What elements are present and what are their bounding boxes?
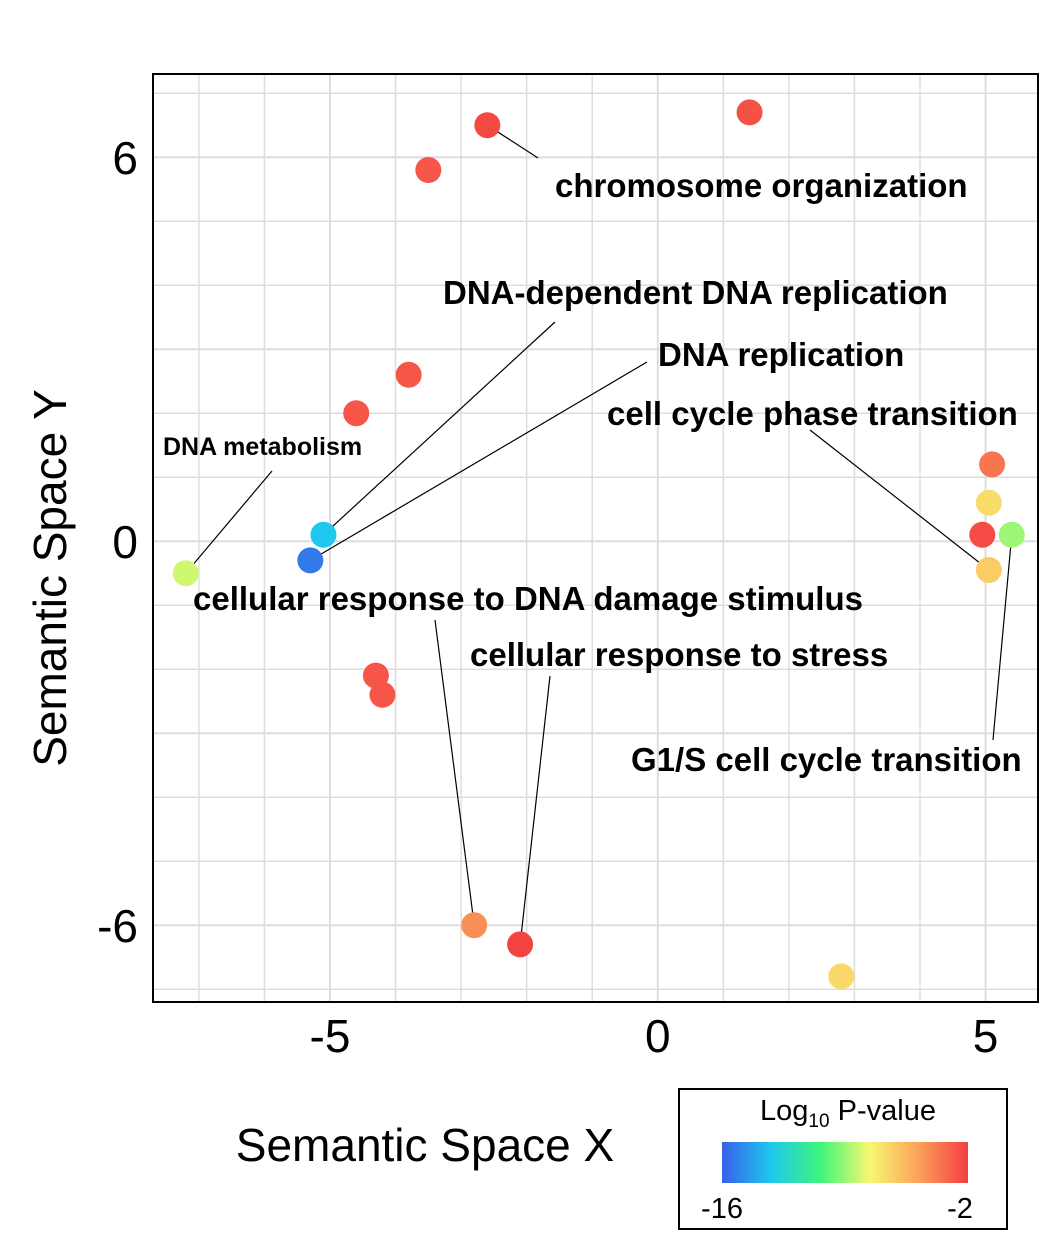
scatter-point [461, 912, 488, 939]
annotation-leader-line [310, 361, 648, 561]
y-axis-title: Semantic Space Y [24, 389, 76, 767]
annotation-leader-line [185, 470, 273, 574]
scatter-point [507, 931, 534, 958]
annotation-label: cell cycle phase transition [607, 395, 1018, 432]
annotation-leaders [185, 124, 1013, 945]
scatter-point [297, 547, 324, 574]
annotation-label: G1/S cell cycle transition [631, 741, 1022, 778]
scatter-point [395, 361, 422, 388]
annotation-labels: chromosome organization DNA-dependent DNA… [163, 167, 1022, 778]
annotation-label: DNA replication [658, 336, 904, 373]
scatter-point [975, 557, 1002, 583]
scatter-point [310, 521, 337, 548]
annotation-leader-line [434, 619, 475, 926]
x-tick-label: -5 [310, 1010, 351, 1062]
scatter-point [343, 400, 370, 427]
scatter-point [975, 489, 1002, 516]
colorbar-min-label: -16 [701, 1193, 743, 1225]
data-points [172, 99, 1025, 990]
tick-labels: -5 0 5 6 0 -6 [97, 132, 998, 1062]
x-tick-label: 0 [645, 1010, 671, 1062]
scatter-point [474, 112, 501, 139]
scatter-point [828, 963, 855, 990]
y-tick-label: 6 [112, 132, 138, 184]
annotation-label: cellular response to DNA damage stimulus [193, 580, 863, 617]
annotation-leader-line [992, 534, 1013, 741]
annotation-leader-line [519, 675, 551, 945]
scatter-point [415, 157, 442, 183]
y-tick-label: 0 [112, 516, 138, 568]
colorbar-max-label: -2 [947, 1193, 973, 1225]
annotation-label: cellular response to stress [470, 636, 888, 673]
colorbar-gradient [722, 1142, 968, 1183]
x-tick-label: 5 [973, 1010, 999, 1062]
scatter-point [979, 451, 1006, 478]
scatter-point [369, 681, 396, 708]
grid [153, 74, 1038, 1002]
x-axis-title: Semantic Space X [236, 1119, 614, 1171]
annotation-label: DNA-dependent DNA replication [443, 274, 948, 311]
y-tick-label: -6 [97, 900, 138, 952]
annotation-label: chromosome organization [555, 167, 968, 204]
annotation-label: DNA metabolism [163, 433, 362, 461]
annotation-leader-line [809, 429, 990, 571]
colorbar-legend: Log10 P-value -16 -2 [678, 1088, 1008, 1230]
annotation-leader-line [323, 321, 556, 536]
scatter-point [969, 521, 996, 548]
scatter-point [736, 99, 763, 126]
scatter-point [172, 560, 199, 587]
scatter-point [998, 521, 1025, 548]
legend-title: Log10 P-value [760, 1095, 936, 1132]
plot-frame [152, 73, 1039, 1003]
